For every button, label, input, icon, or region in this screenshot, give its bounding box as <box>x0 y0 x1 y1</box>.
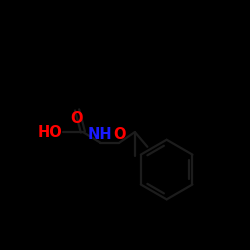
Text: O: O <box>70 111 82 126</box>
Text: HO: HO <box>38 124 63 140</box>
Text: NH: NH <box>88 127 112 142</box>
Text: O: O <box>113 127 126 142</box>
